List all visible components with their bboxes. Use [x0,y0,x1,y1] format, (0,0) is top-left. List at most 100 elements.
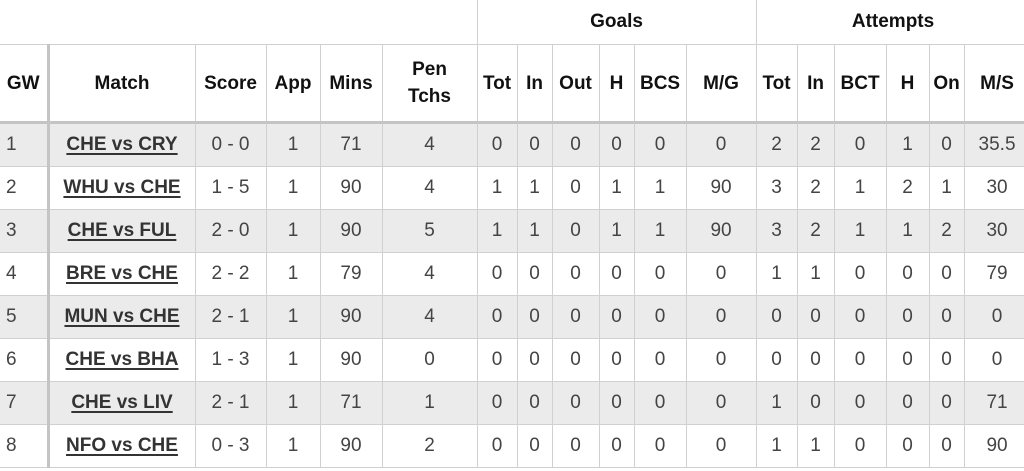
cell-5: 1 [381,381,478,425]
match-link[interactable]: CHE vs LIV [71,392,173,413]
column-header-match-1[interactable]: Match [47,44,196,124]
cell-8: 0 [551,338,600,382]
column-header-m-g-11[interactable]: M/G [685,44,757,124]
pen-line2: Tchs [408,86,451,107]
cell-3: 1 [265,252,321,296]
cell-3: 1 [265,209,321,253]
cell-7: 0 [516,424,553,468]
cell-2: 2 - 1 [194,381,267,425]
column-header-pen-tchs-5[interactable]: Pen Tchs [381,44,478,124]
column-header-gw-0[interactable]: GW [0,44,50,124]
cell-15: 2 [885,166,930,210]
cell-10: 0 [633,252,687,296]
cell-10: 0 [633,295,687,339]
cell-17: 71 [963,381,1024,425]
column-header-tot-12[interactable]: Tot [755,44,798,124]
cell-3: 1 [265,122,321,167]
cell-16: 0 [928,122,965,167]
group-header-goals: Goals [476,0,757,45]
cell-17: 79 [963,252,1024,296]
cell-16: 0 [928,252,965,296]
match-link[interactable]: CHE vs FUL [67,220,177,241]
cell-13: 0 [796,338,835,382]
cell-0: 5 [0,295,50,339]
match-link[interactable]: NFO vs CHE [66,435,178,456]
cell-16: 1 [928,166,965,210]
cell-8: 0 [551,166,600,210]
column-header-app-3[interactable]: App [265,44,321,124]
cell-16: 0 [928,424,965,468]
cell-17: 0 [963,295,1024,339]
cell-17: 0 [963,338,1024,382]
cell-7: 0 [516,122,553,167]
table-row: 8 NFO vs CHE 0 - 3 1 90 2 0 0 0 0 0 0 1 1 0 0 0 90 [0,424,1024,468]
column-header-bct-14[interactable]: BCT [833,44,887,124]
cell-11: 0 [685,295,757,339]
cell-8: 0 [551,295,600,339]
cell-9: 1 [598,209,635,253]
cell-15: 0 [885,381,930,425]
cell-4: 79 [319,252,383,296]
cell-8: 0 [551,209,600,253]
cell-6: 0 [476,295,518,339]
cell-2: 1 - 3 [194,338,267,382]
column-header-m-s-17[interactable]: M/S [963,44,1024,124]
group-header-attempts: Attempts [755,0,1024,45]
cell-11: 0 [685,424,757,468]
cell-8: 0 [551,424,600,468]
cell-5: 0 [381,338,478,382]
cell-13: 0 [796,295,835,339]
match-link[interactable]: CHE vs BHA [65,349,179,370]
cell-15: 0 [885,252,930,296]
cell-12: 3 [755,209,798,253]
cell-15: 0 [885,424,930,468]
cell-10: 0 [633,424,687,468]
column-header-score-2[interactable]: Score [194,44,267,124]
cell-12: 0 [755,295,798,339]
cell-4: 90 [319,166,383,210]
cell-0: 3 [0,209,50,253]
cell-9: 0 [598,295,635,339]
cell-14: 0 [833,252,887,296]
cell-11: 0 [685,252,757,296]
cell-10: 0 [633,122,687,167]
cell-12: 3 [755,166,798,210]
column-header-in-7[interactable]: In [516,44,553,124]
cell-5: 4 [381,252,478,296]
column-header-on-16[interactable]: On [928,44,965,124]
column-header-h-9[interactable]: H [598,44,635,124]
cell-2: 0 - 0 [194,122,267,167]
cell-1: CHE vs LIV [47,381,196,425]
match-link[interactable]: BRE vs CHE [66,263,178,284]
cell-16: 0 [928,338,965,382]
cell-6: 0 [476,424,518,468]
table-row: 6 CHE vs BHA 1 - 3 1 90 0 0 0 0 0 0 0 0 0 0 0 0 0 [0,338,1024,382]
cell-0: 4 [0,252,50,296]
match-link[interactable]: WHU vs CHE [63,177,181,198]
column-header-h-15[interactable]: H [885,44,930,124]
match-link[interactable]: MUN vs CHE [64,306,180,327]
group-header-blank [0,0,478,45]
cell-7: 0 [516,338,553,382]
cell-5: 2 [381,424,478,468]
table-row: 7 CHE vs LIV 2 - 1 1 71 1 0 0 0 0 0 0 1 0 0 0 0 71 [0,381,1024,425]
column-header-out-8[interactable]: Out [551,44,600,124]
match-link[interactable]: CHE vs CRY [66,134,178,155]
cell-8: 0 [551,252,600,296]
cell-6: 1 [476,209,518,253]
table-row: 4 BRE vs CHE 2 - 2 1 79 4 0 0 0 0 0 0 1 1 0 0 0 79 [0,252,1024,296]
cell-11: 0 [685,381,757,425]
cell-7: 1 [516,209,553,253]
cell-14: 0 [833,381,887,425]
column-header-in-13[interactable]: In [796,44,835,124]
column-header-mins-4[interactable]: Mins [319,44,383,124]
column-header-tot-6[interactable]: Tot [476,44,518,124]
cell-7: 1 [516,166,553,210]
cell-4: 71 [319,381,383,425]
cell-13: 2 [796,122,835,167]
cell-5: 5 [381,209,478,253]
cell-13: 1 [796,424,835,468]
table-row: 3 CHE vs FUL 2 - 0 1 90 5 1 1 0 1 1 90 3 2 1 1 2 30 [0,209,1024,253]
cell-15: 0 [885,295,930,339]
column-header-bcs-10[interactable]: BCS [633,44,687,124]
